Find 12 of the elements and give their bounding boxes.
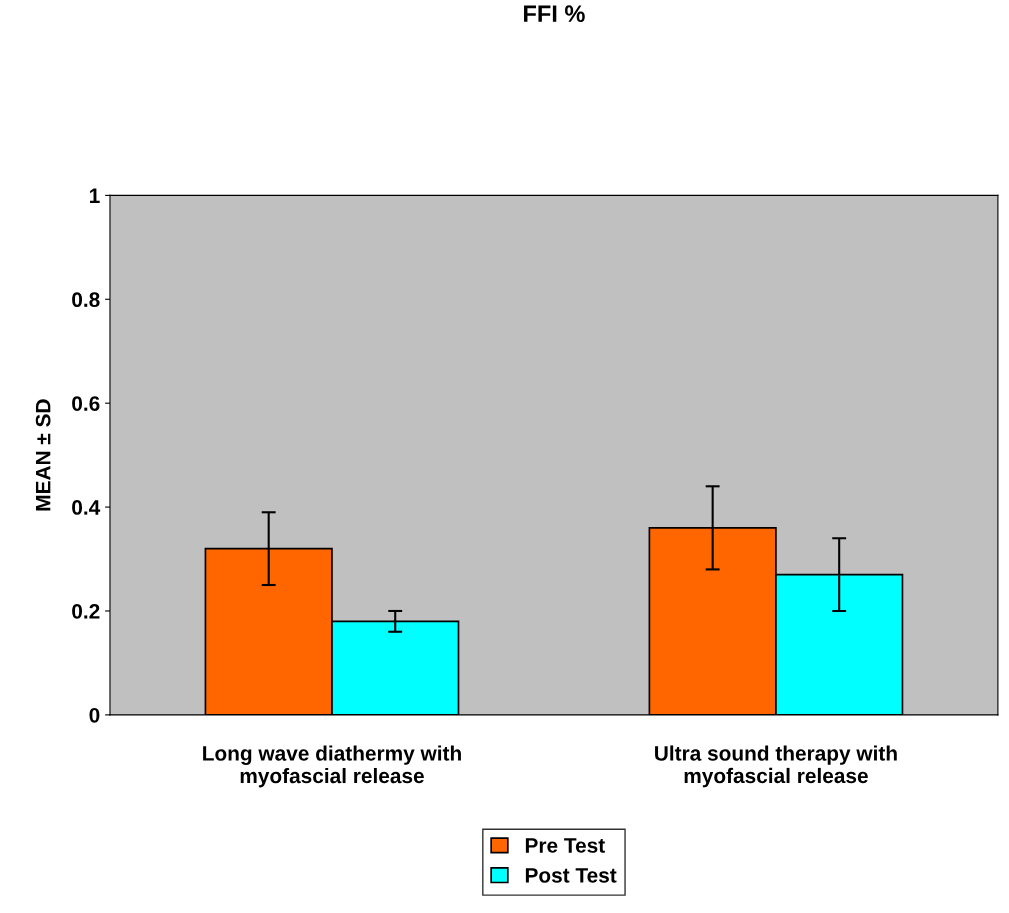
y-tick-label: 1 — [89, 188, 100, 203]
legend-label: Pre Test — [525, 838, 605, 853]
y-tick-label: 0 — [89, 707, 100, 723]
x-tick-label: Ultra sound therapy with myofascial release — [655, 745, 897, 788]
y-axis-title: MEAN ± SD — [35, 399, 51, 511]
x-tick-label: Long wave diathermy with myofascial release — [203, 745, 461, 788]
y-tick-label: 0.8 — [72, 292, 100, 308]
y-tick-label: 0.2 — [72, 603, 100, 619]
y-tick-label: 0.6 — [72, 396, 100, 411]
y-tick-label: 0.4 — [72, 500, 101, 515]
chart-title: FFI % — [524, 5, 585, 22]
legend-label: Post Test — [525, 868, 617, 883]
